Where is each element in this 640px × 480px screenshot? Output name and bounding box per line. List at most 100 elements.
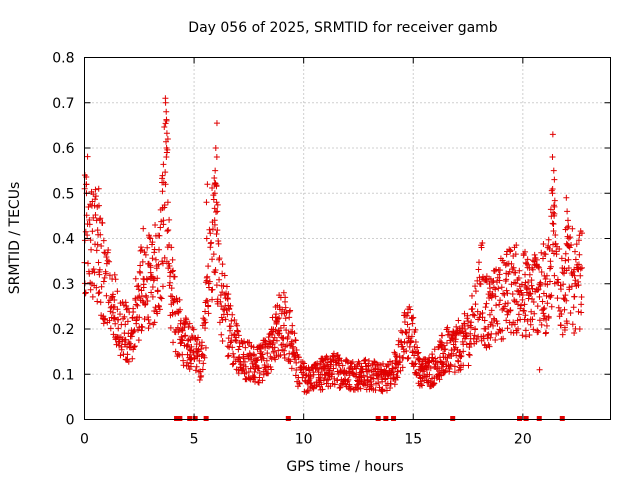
data-point bbox=[547, 278, 554, 285]
data-point bbox=[516, 267, 523, 274]
data-point bbox=[529, 266, 536, 273]
data-point bbox=[409, 320, 416, 327]
data-point bbox=[212, 266, 219, 273]
data-point bbox=[209, 286, 216, 293]
data-point bbox=[205, 310, 212, 317]
data-point bbox=[282, 298, 289, 305]
data-point bbox=[579, 264, 586, 271]
data-point bbox=[385, 361, 392, 368]
data-point bbox=[219, 261, 226, 268]
data-point bbox=[288, 338, 295, 345]
data-point bbox=[361, 376, 368, 383]
data-point bbox=[90, 266, 97, 273]
data-point bbox=[541, 305, 548, 312]
gap-marker bbox=[203, 416, 209, 421]
data-point bbox=[273, 337, 280, 344]
data-point bbox=[504, 290, 511, 297]
data-point bbox=[229, 311, 236, 318]
data-point bbox=[502, 262, 509, 269]
data-point bbox=[520, 307, 527, 314]
data-point bbox=[553, 251, 560, 258]
data-point bbox=[472, 288, 479, 295]
data-point bbox=[209, 256, 216, 263]
y-tick-label: 0.7 bbox=[52, 96, 74, 112]
data-point bbox=[540, 310, 547, 317]
data-point bbox=[213, 209, 219, 216]
data-point bbox=[444, 324, 451, 331]
data-point bbox=[530, 299, 537, 306]
data-point bbox=[438, 372, 445, 379]
data-point bbox=[575, 308, 582, 315]
data-point bbox=[551, 203, 558, 210]
data-point bbox=[455, 358, 462, 365]
data-point bbox=[521, 316, 528, 323]
data-point bbox=[142, 251, 149, 258]
data-point bbox=[253, 357, 260, 364]
data-point bbox=[427, 365, 434, 372]
data-point bbox=[509, 290, 516, 297]
data-point bbox=[337, 381, 344, 388]
y-axis-label: SRMTID / TECUs bbox=[7, 182, 23, 295]
data-point bbox=[163, 145, 170, 151]
data-point bbox=[389, 359, 396, 366]
data-point bbox=[179, 351, 186, 358]
data-point bbox=[576, 325, 583, 332]
data-point bbox=[212, 145, 219, 151]
data-point bbox=[529, 316, 536, 323]
data-point bbox=[186, 320, 193, 327]
data-point bbox=[272, 356, 279, 363]
data-point bbox=[448, 347, 455, 354]
data-point bbox=[397, 358, 404, 365]
data-point bbox=[501, 291, 508, 298]
data-point bbox=[220, 306, 227, 313]
data-point bbox=[128, 333, 135, 340]
data-point bbox=[558, 310, 565, 317]
data-point bbox=[358, 369, 365, 376]
data-point bbox=[499, 327, 506, 334]
data-point bbox=[394, 374, 401, 381]
data-point bbox=[137, 262, 144, 269]
data-point bbox=[204, 273, 211, 280]
data-point bbox=[139, 258, 146, 265]
data-point bbox=[143, 294, 150, 301]
data-point bbox=[564, 320, 571, 327]
data-point bbox=[399, 364, 406, 371]
data-point bbox=[344, 357, 351, 364]
data-point bbox=[431, 346, 438, 353]
data-point bbox=[524, 318, 531, 325]
data-point bbox=[255, 365, 262, 372]
data-point bbox=[160, 217, 167, 224]
data-point bbox=[115, 316, 122, 323]
data-point bbox=[571, 248, 578, 255]
data-point bbox=[487, 334, 494, 341]
data-point bbox=[140, 225, 147, 232]
data-point bbox=[492, 286, 499, 293]
data-point bbox=[331, 381, 338, 388]
data-point bbox=[504, 311, 511, 318]
data-point bbox=[167, 324, 174, 331]
data-point bbox=[132, 275, 139, 282]
data-point bbox=[130, 305, 137, 312]
data-point bbox=[461, 320, 468, 327]
data-point bbox=[124, 318, 131, 325]
gap-marker bbox=[391, 416, 397, 421]
data-point bbox=[169, 309, 176, 316]
data-point bbox=[511, 321, 518, 328]
data-point bbox=[411, 343, 418, 350]
data-point bbox=[166, 216, 173, 223]
data-point bbox=[536, 317, 543, 324]
data-point bbox=[545, 236, 552, 243]
data-point bbox=[469, 305, 476, 312]
data-point bbox=[330, 365, 337, 372]
data-point bbox=[93, 247, 100, 254]
data-point bbox=[370, 375, 377, 382]
data-point bbox=[88, 246, 95, 253]
data-point bbox=[550, 220, 557, 227]
data-point bbox=[169, 293, 176, 300]
data-point bbox=[577, 272, 584, 279]
data-point bbox=[141, 316, 148, 323]
data-point bbox=[99, 219, 106, 226]
data-point bbox=[446, 366, 453, 373]
data-point bbox=[89, 228, 96, 235]
data-point bbox=[209, 185, 216, 192]
